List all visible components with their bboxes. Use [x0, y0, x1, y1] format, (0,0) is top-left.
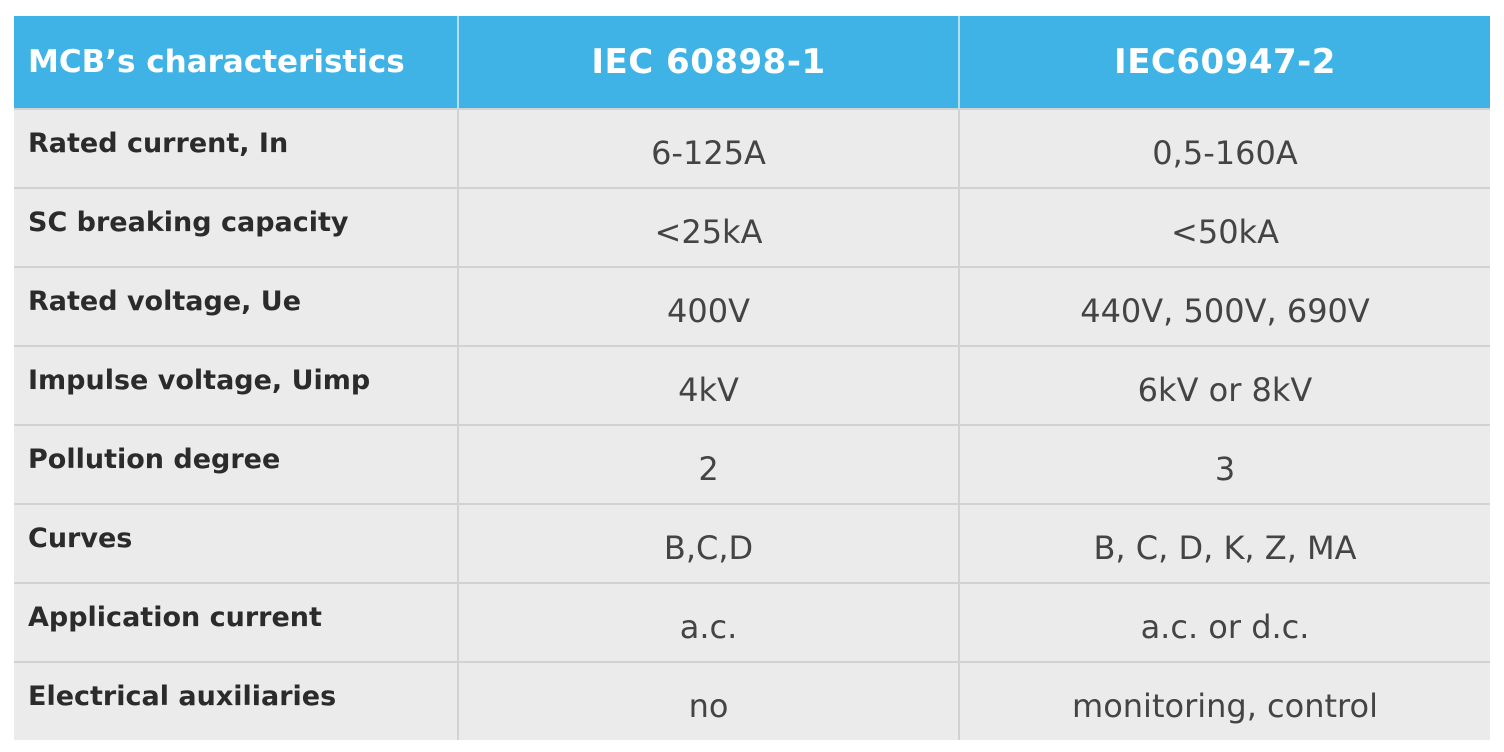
cell-iec-60898-1: 2	[458, 424, 960, 504]
cell-iec-60898-1: 4kV	[458, 345, 960, 425]
row-label: Rated current, In	[14, 108, 459, 188]
table-row: Application current a.c. a.c. or d.c.	[14, 582, 1490, 662]
cell-iec-60898-1: a.c.	[458, 582, 960, 662]
row-label: Pollution degree	[14, 424, 459, 504]
cell-iec-60898-1: 6-125A	[458, 108, 960, 188]
cell-iec-60898-1: <25kA	[458, 187, 960, 267]
comparison-table-container: MCB’s characteristics IEC 60898-1 IEC609…	[14, 16, 1490, 740]
row-label: Curves	[14, 503, 459, 583]
table-row: Electrical auxiliaries no monitoring, co…	[14, 661, 1490, 740]
table-row: Pollution degree 2 3	[14, 424, 1490, 504]
cell-iec-60898-1: B,C,D	[458, 503, 960, 583]
row-label: Application current	[14, 582, 459, 662]
row-label: Electrical auxiliaries	[14, 661, 459, 740]
row-label: SC breaking capacity	[14, 187, 459, 267]
cell-iec-60898-1: 400V	[458, 266, 960, 346]
row-label: Impulse voltage, Uimp	[14, 345, 459, 425]
table-row: SC breaking capacity <25kA <50kA	[14, 187, 1490, 267]
cell-iec-60947-2: 440V, 500V, 690V	[959, 266, 1490, 346]
cell-iec-60947-2: a.c. or d.c.	[959, 582, 1490, 662]
table-row: Rated current, In 6-125A 0,5-160A	[14, 108, 1490, 188]
header-characteristics: MCB’s characteristics	[14, 16, 459, 109]
table-row: Rated voltage, Ue 400V 440V, 500V, 690V	[14, 266, 1490, 346]
row-label: Rated voltage, Ue	[14, 266, 459, 346]
cell-iec-60947-2: monitoring, control	[959, 661, 1490, 740]
cell-iec-60947-2: B, C, D, K, Z, MA	[959, 503, 1490, 583]
header-iec-60898-1: IEC 60898-1	[458, 16, 960, 109]
cell-iec-60947-2: 0,5-160A	[959, 108, 1490, 188]
mcb-standards-table: MCB’s characteristics IEC 60898-1 IEC609…	[14, 16, 1490, 740]
cell-iec-60947-2: 6kV or 8kV	[959, 345, 1490, 425]
cell-iec-60947-2: <50kA	[959, 187, 1490, 267]
table-header-row: MCB’s characteristics IEC 60898-1 IEC609…	[14, 16, 1490, 109]
header-iec-60947-2: IEC60947-2	[959, 16, 1490, 109]
cell-iec-60947-2: 3	[959, 424, 1490, 504]
cell-iec-60898-1: no	[458, 661, 960, 740]
table-row: Curves B,C,D B, C, D, K, Z, MA	[14, 503, 1490, 583]
table-row: Impulse voltage, Uimp 4kV 6kV or 8kV	[14, 345, 1490, 425]
